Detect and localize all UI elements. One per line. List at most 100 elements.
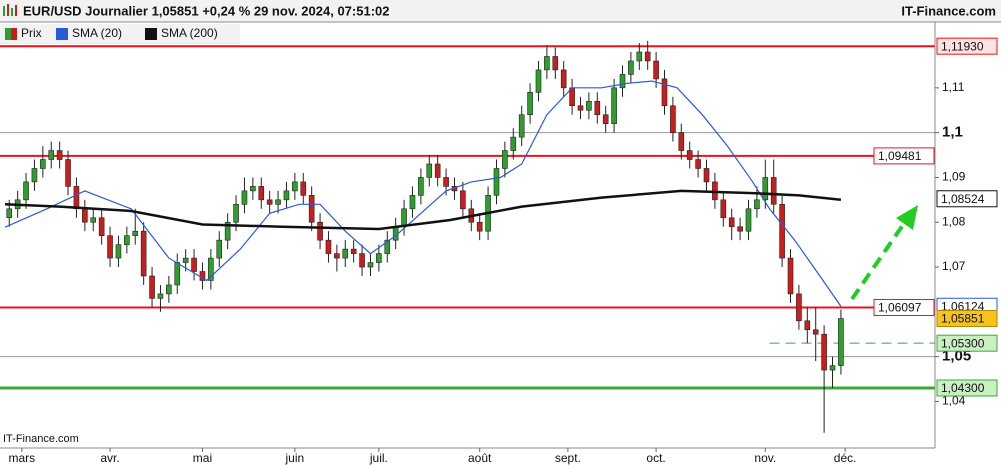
candle-body (779, 204, 785, 259)
candle-body (56, 150, 63, 160)
header-bar (0, 0, 1001, 22)
candle-body (720, 199, 727, 219)
candle-body (812, 329, 819, 335)
candle-body (510, 136, 517, 151)
x-tick-label: déc. (834, 451, 857, 465)
candle-body (762, 177, 769, 201)
candle-body (796, 293, 802, 322)
y-tick-label: 1,08 (942, 214, 966, 228)
candle-body (325, 239, 332, 254)
price-tag: 1,05851 (941, 312, 985, 326)
candle-body (132, 230, 139, 236)
legend-label: Prix (21, 26, 42, 40)
candle-body (476, 221, 483, 232)
candle-body (367, 262, 374, 268)
candle-body (594, 100, 601, 116)
candle-body (115, 244, 122, 259)
candle-body (678, 132, 685, 151)
candle-body (6, 208, 13, 219)
candle-body (602, 114, 609, 124)
candle-body (384, 239, 391, 254)
candle-body (191, 257, 197, 272)
y-tick-label: 1,11 (942, 80, 965, 94)
candle-body (376, 253, 382, 263)
legend-swatch (56, 28, 68, 40)
sma-line (4, 80, 842, 307)
candle-body (65, 159, 71, 187)
level-tag: 1,11930 (941, 39, 984, 53)
candle-body (40, 159, 46, 169)
candle-body (266, 199, 273, 205)
candle-body (140, 230, 147, 277)
legend: Prix SMA (20) SMA (200) (0, 24, 240, 44)
legend-label: SMA (20) (72, 26, 122, 40)
legend-label: SMA (200) (161, 26, 218, 40)
y-tick-label: 1,1 (942, 124, 963, 141)
candle-body (308, 195, 315, 223)
level-tag: 1,09481 (878, 149, 922, 163)
level-tag: 1,04300 (941, 381, 985, 395)
watermark: IT-Finance.com (3, 433, 79, 445)
sma-line (4, 189, 842, 231)
candle-body (350, 248, 357, 254)
candle-body (174, 262, 181, 286)
source: IT-Finance.com (901, 3, 996, 18)
candle-body (527, 92, 533, 116)
x-tick-label: avr. (100, 451, 119, 465)
sma-tag: 1,06124 (941, 299, 985, 313)
candle-body (644, 51, 651, 62)
candle-body (628, 60, 634, 75)
candle-body (653, 60, 659, 80)
candle-body (149, 275, 155, 299)
candle-body (82, 208, 88, 223)
candle-body (334, 253, 340, 259)
x-tick-label: nov. (754, 451, 776, 465)
candle-body (754, 199, 760, 210)
forecast-arrowhead (896, 205, 918, 230)
candle-body (426, 163, 433, 178)
x-tick-label: sept. (555, 451, 581, 465)
candle-body (124, 235, 130, 245)
candle-body (300, 181, 307, 196)
candle-body (359, 253, 365, 268)
candle-body (577, 105, 584, 111)
candle-body (443, 177, 449, 187)
candle-body (31, 168, 38, 183)
candle-body (544, 56, 550, 71)
legend-swatch (145, 28, 157, 40)
legend-swatch (11, 28, 17, 40)
candle-body (636, 51, 643, 62)
plot-area (0, 40, 935, 433)
candle-body (241, 190, 248, 205)
candle-body (493, 168, 500, 196)
candle-body (695, 159, 701, 169)
candle-body (98, 217, 105, 236)
price-tag-box (936, 309, 998, 327)
y-tick-label: 1,07 (942, 259, 966, 273)
candle-body (460, 190, 466, 210)
candle-body (317, 221, 323, 241)
candle-body (48, 150, 55, 160)
candle-body (804, 320, 811, 331)
level-tag: 1,06097 (878, 301, 922, 315)
header-icon (3, 4, 17, 16)
candle-body (275, 199, 281, 205)
candle-body (409, 195, 416, 210)
candle-body (838, 318, 844, 366)
level-tag-box (873, 147, 935, 165)
x-tick-label: juil. (369, 451, 388, 465)
x-tick-label: oct. (646, 451, 665, 465)
sma-tag: 1,08524 (941, 192, 985, 206)
candle-body (233, 204, 239, 223)
x-tick-label: mars (9, 451, 36, 465)
candle-body (166, 284, 172, 295)
candle-body (224, 221, 231, 241)
candle-body (502, 150, 508, 169)
level-tag-box (936, 37, 998, 55)
candle-body (560, 69, 567, 89)
candle-body (401, 208, 407, 228)
y-tick-label: 1,05 (942, 348, 971, 365)
candle-body (703, 168, 710, 183)
level-tag-box (936, 379, 998, 397)
